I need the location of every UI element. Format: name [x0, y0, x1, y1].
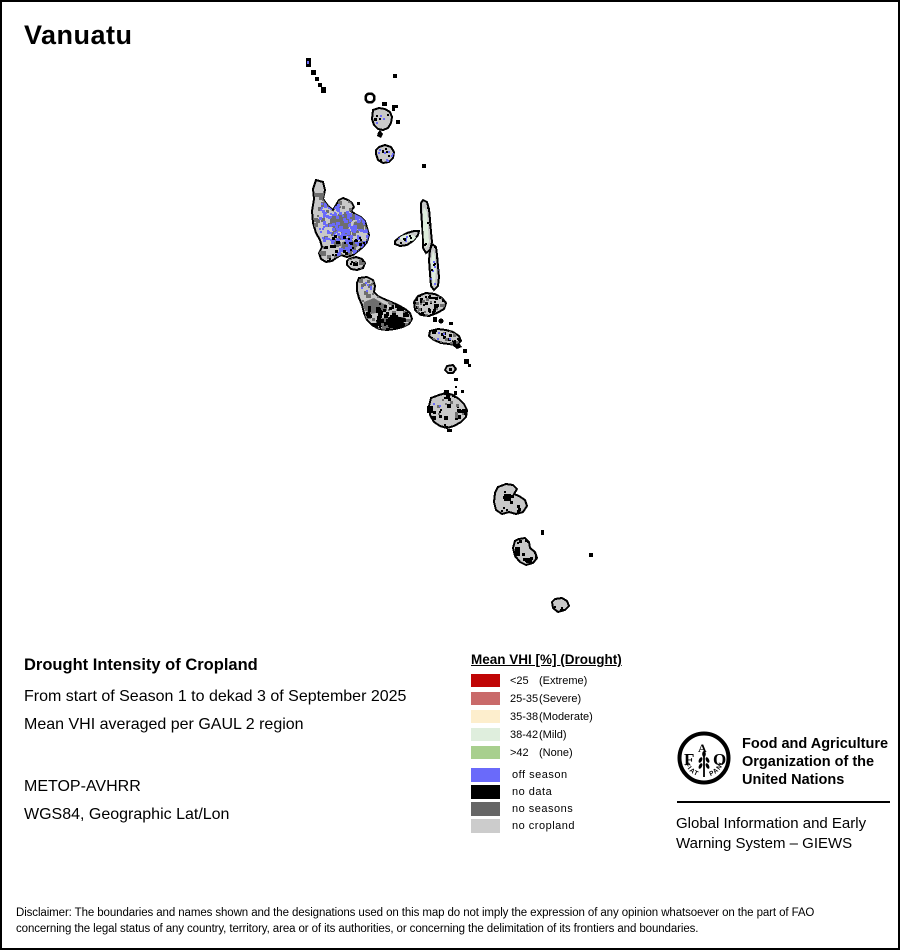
legend-other-rows: off season no data no seasons no cropland [471, 768, 661, 833]
island-paama-lopevi [433, 317, 453, 325]
map-subject-title: Drought Intensity of Cropland [24, 656, 258, 674]
footer-divider [677, 801, 890, 803]
legend-other: off season no data no seasons no cropland [471, 768, 661, 836]
island-banks-group [364, 74, 426, 168]
disclaimer: Disclaimer: The boundaries and names sho… [16, 907, 815, 935]
island-maewo [420, 198, 434, 255]
legend-row: off season [471, 768, 661, 782]
island-tanna [511, 536, 539, 567]
island-malo [346, 255, 367, 272]
legend-qualifier: (None) [539, 746, 573, 759]
legend-row: 35-38 (Moderate) [471, 710, 661, 723]
legend-swatch [471, 692, 500, 705]
island-shepherds-group [443, 349, 471, 388]
fao-name: Food and Agriculture Organization of the… [742, 736, 889, 788]
map-period-line: From start of Season 1 to dekad 3 of Sep… [24, 688, 407, 705]
map-method-line: Mean VHI averaged per GAUL 2 region [24, 716, 304, 733]
legend-row: 25-35 (Severe) [471, 692, 661, 705]
island-ambrym [412, 291, 448, 318]
legend-row: >42 (None) [471, 746, 661, 759]
island-aniwa [589, 553, 593, 557]
island-ureparapara [364, 92, 376, 104]
legend-qualifier: (Severe) [539, 692, 582, 705]
legend-qualifier: (Extreme) [539, 674, 588, 687]
island-vanua-lava [370, 106, 394, 132]
legend-swatch [471, 746, 500, 759]
legend-qualifier: (Moderate) [539, 710, 593, 723]
legend-label: no cropland [512, 820, 575, 832]
island-ambae [394, 230, 421, 248]
legend-value: >42 [510, 746, 529, 759]
giews-label: Global Information and Early Warning Sys… [676, 815, 867, 852]
legend-swatch [471, 674, 500, 687]
map-projection-line: WGS84, Geographic Lat/Lon [24, 806, 230, 823]
legend-row: no data [471, 785, 661, 799]
legend-drought-rows: <25 (Extreme) 25-35 (Severe) 35-38 (Moderate)… [471, 674, 661, 759]
legend-row: 38-42 (Mild) [471, 728, 661, 741]
fao-logo-icon: F A O FIAT PANIS [676, 730, 731, 785]
island-efate [427, 390, 469, 432]
island-malakula [356, 275, 414, 332]
legend-swatch [471, 768, 500, 782]
map-sensor-line: METOP-AVHRR [24, 778, 141, 795]
island-torres-group [306, 58, 326, 93]
legend-label: off season [512, 769, 568, 781]
island-espiritu-santo [310, 178, 371, 264]
legend-value: 35-38 [510, 710, 539, 723]
legend-title: Mean VHI [%] (Drought) [471, 652, 622, 667]
legend-row: <25 (Extreme) [471, 674, 661, 687]
island-dot [541, 530, 544, 535]
legend-swatch [471, 710, 500, 723]
island-aneityum [550, 596, 571, 614]
legend-drought: Mean VHI [%] (Drought) <25 (Extreme) 25-35… [471, 652, 661, 764]
fao-block: F A O FIAT PANIS Food and Agriculture Or… [676, 730, 892, 789]
legend-row: no seasons [471, 802, 661, 816]
svg-text:F: F [684, 750, 694, 769]
svg-text:A: A [698, 741, 707, 755]
legend-swatch [471, 785, 500, 799]
legend-swatch [471, 819, 500, 833]
legend-row: no cropland [471, 819, 661, 833]
legend-qualifier: (Mild) [539, 728, 567, 741]
island-epi [427, 327, 463, 349]
legend-swatch [471, 802, 500, 816]
island-erromango [492, 482, 529, 516]
legend-swatch [471, 728, 500, 741]
legend-value: 38-42 [510, 728, 539, 741]
svg-text:O: O [713, 750, 726, 769]
legend-label: no seasons [512, 803, 574, 815]
island-pentecost [427, 242, 441, 292]
legend-value: <25 [510, 674, 529, 687]
page-title: Vanuatu [24, 20, 133, 50]
legend-value: 25-35 [510, 692, 539, 705]
island-mere-lava [422, 164, 426, 168]
legend-label: no data [512, 786, 553, 798]
